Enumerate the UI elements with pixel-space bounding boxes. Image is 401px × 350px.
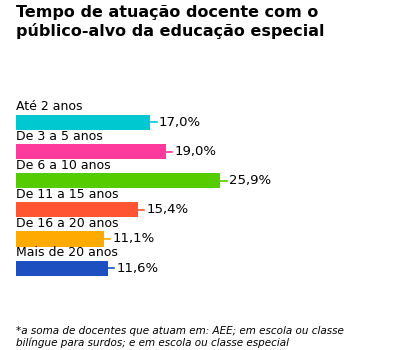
Text: Tempo de atuação docente com o
público-alvo da educação especial: Tempo de atuação docente com o público-a…	[16, 5, 324, 39]
Bar	[16, 173, 221, 188]
Text: De 6 a 10 anos: De 6 a 10 anos	[16, 159, 111, 172]
Bar	[16, 231, 103, 246]
Text: 19,0%: 19,0%	[175, 145, 217, 158]
Text: De 16 a 20 anos: De 16 a 20 anos	[16, 217, 119, 230]
Text: 25,9%: 25,9%	[229, 174, 271, 187]
Bar	[16, 115, 150, 130]
Text: De 3 a 5 anos: De 3 a 5 anos	[16, 130, 103, 142]
Text: 11,1%: 11,1%	[112, 232, 154, 245]
Text: Mais de 20 anos: Mais de 20 anos	[16, 246, 118, 259]
Text: 17,0%: 17,0%	[159, 116, 201, 129]
Bar	[16, 202, 138, 217]
Text: *a soma de docentes que atuam em: AEE; em escola ou classe
bilíngue para surdos;: *a soma de docentes que atuam em: AEE; e…	[16, 326, 344, 348]
Text: 11,6%: 11,6%	[116, 261, 158, 274]
Text: 15,4%: 15,4%	[146, 203, 188, 216]
Text: De 11 a 15 anos: De 11 a 15 anos	[16, 188, 119, 201]
Bar	[16, 260, 107, 276]
Text: Até 2 anos: Até 2 anos	[16, 100, 83, 113]
Bar	[16, 144, 166, 159]
